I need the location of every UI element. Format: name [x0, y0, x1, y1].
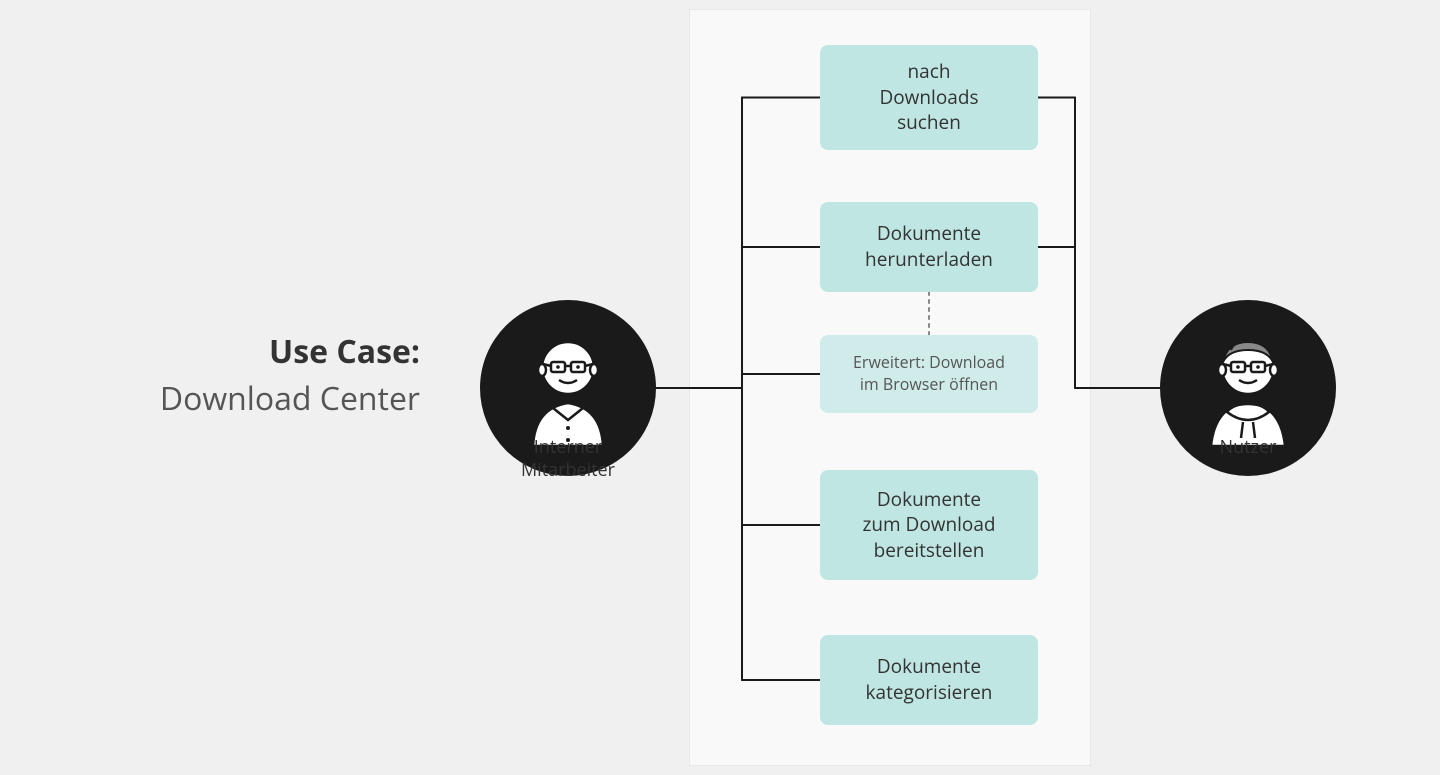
actor-label: InternerMitarbeiter [478, 436, 658, 481]
actor-label: Nutzer [1158, 436, 1338, 459]
employee-avatar-icon [513, 328, 623, 448]
user-avatar-icon [1193, 328, 1303, 448]
usecase-categorize: Dokumentekategorisieren [820, 635, 1038, 725]
usecase-download: Dokumenteherunterladen [820, 202, 1038, 292]
actor-user: Nutzer [1158, 300, 1338, 476]
title-line2: Download Center [100, 377, 420, 420]
usecase-extend-open-in-browser: Erweitert: Downloadim Browser öffnen [820, 335, 1038, 413]
actor-internal-employee: InternerMitarbeiter [478, 300, 658, 476]
title-block: Use Case: Download Center [100, 330, 420, 420]
title-line1: Use Case: [100, 330, 420, 373]
usecase-provide: Dokumentezum Downloadbereitstellen [820, 470, 1038, 580]
usecase-search: nachDownloadssuchen [820, 45, 1038, 150]
